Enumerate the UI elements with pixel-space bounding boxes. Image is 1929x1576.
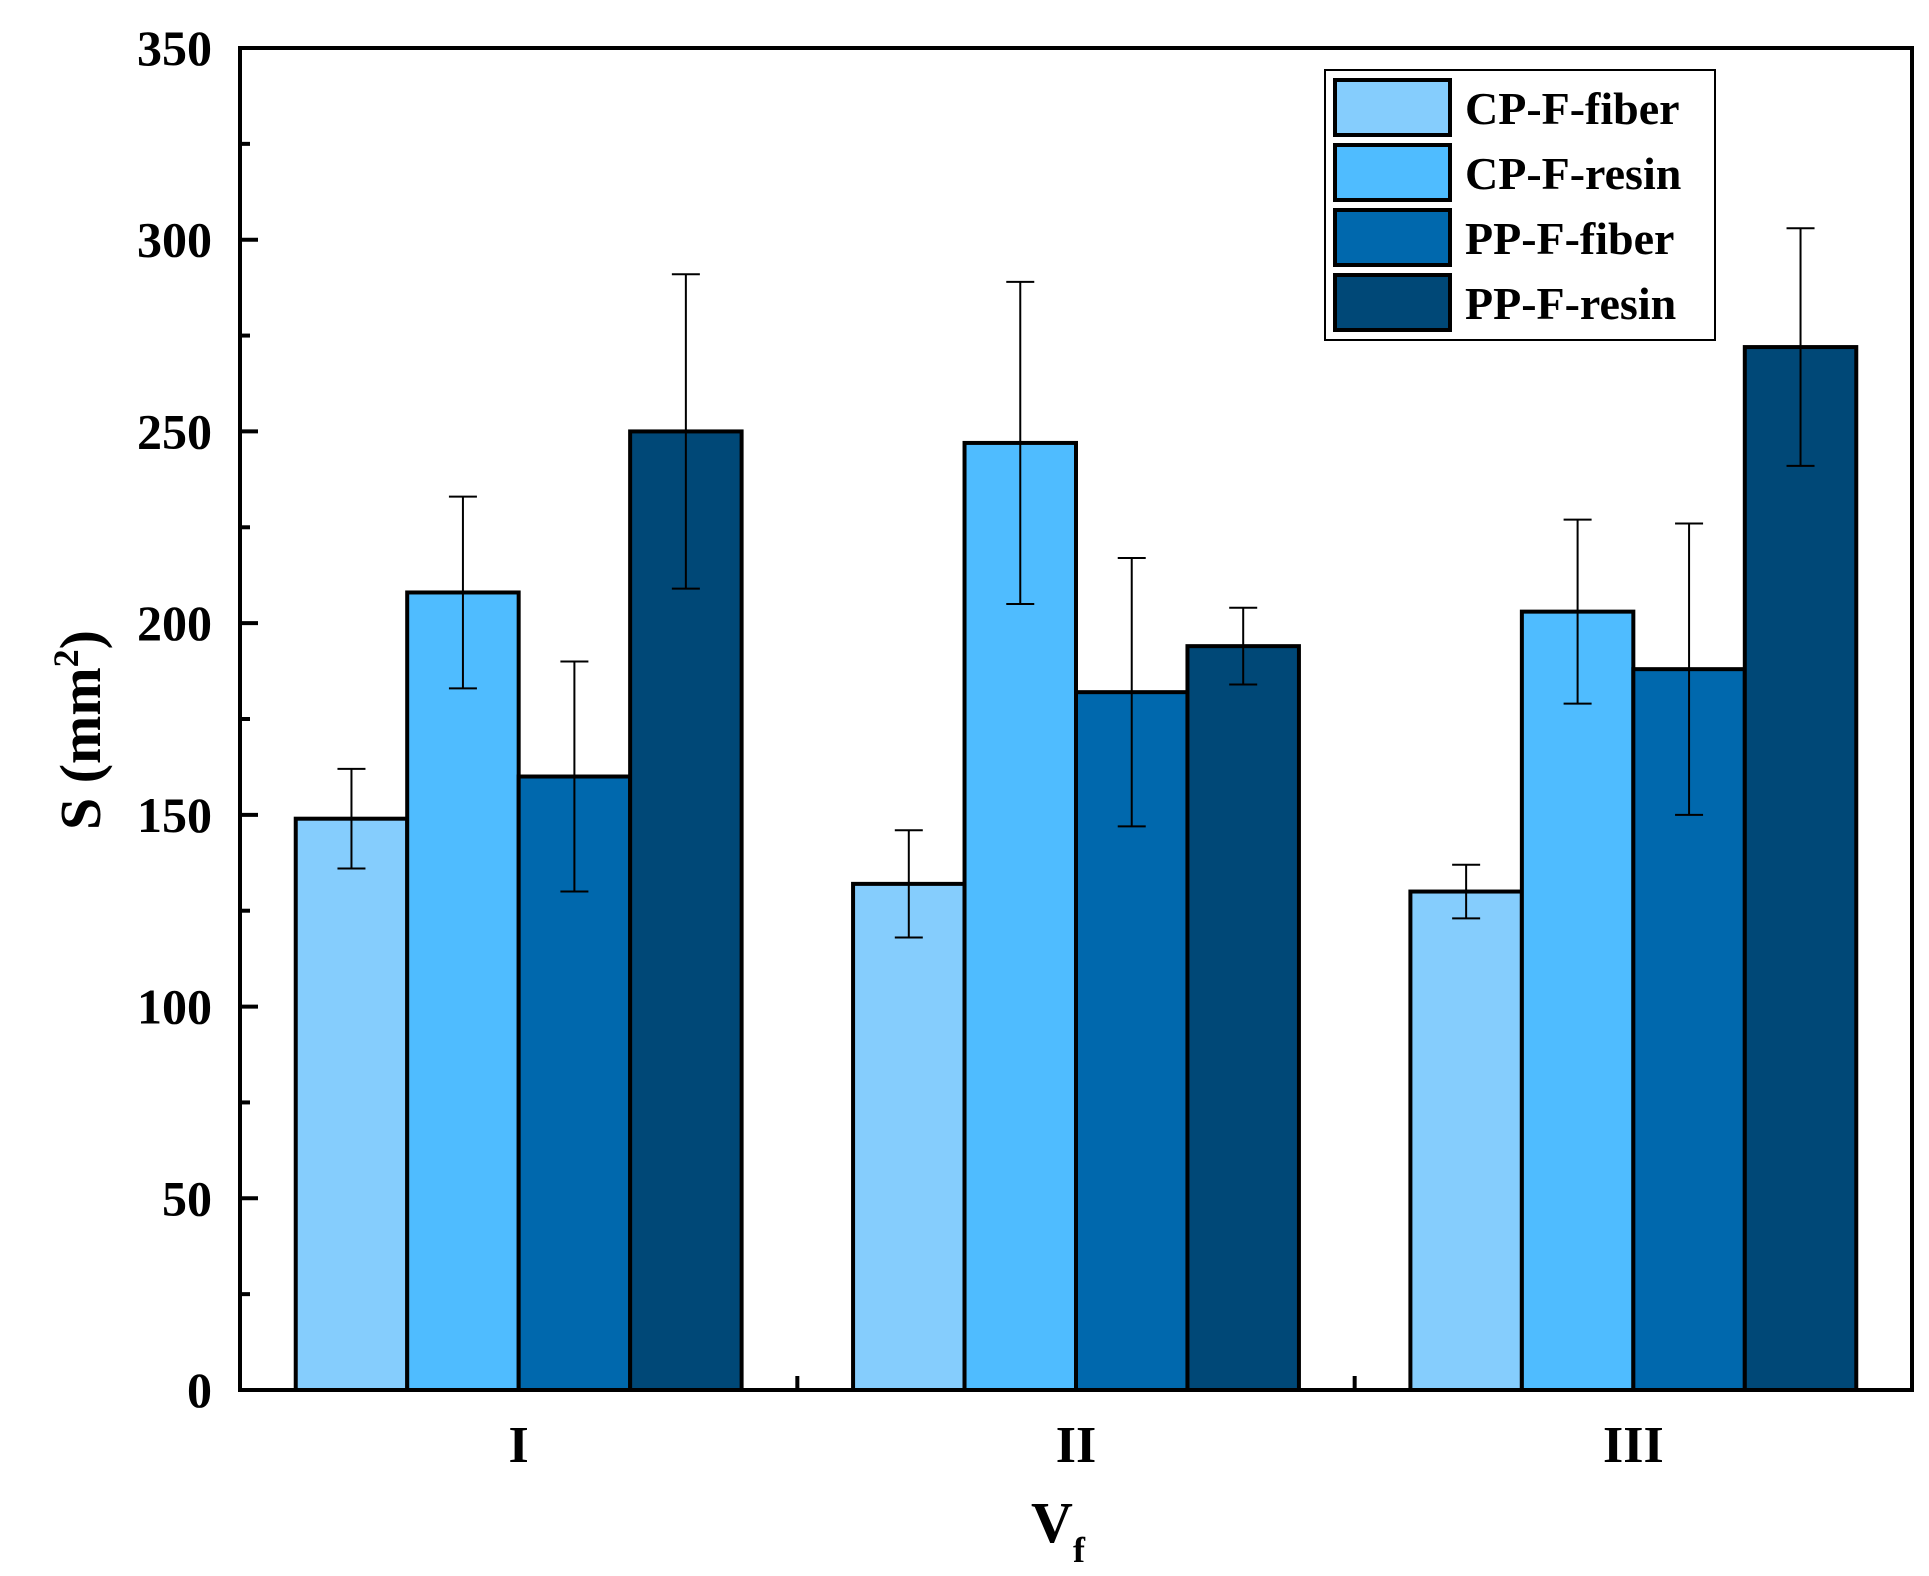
y-axis-title-suffix: ): [48, 630, 113, 649]
y-tick-label: 350: [137, 20, 212, 76]
legend-label: CP-F-resin: [1465, 148, 1681, 199]
bar: [1742, 345, 1859, 1392]
legend-swatch: [1333, 208, 1452, 267]
y-tick-label: 200: [137, 595, 212, 651]
bar: [1408, 889, 1524, 1392]
y-tick-label: 0: [187, 1362, 212, 1418]
x-axis-title-main: V: [1031, 1490, 1073, 1555]
bar: [851, 881, 967, 1392]
y-tick-label: 250: [137, 403, 212, 459]
bar: [1185, 644, 1301, 1392]
y-axis-title-superscript: 2: [46, 649, 86, 667]
x-axis-category-labels: I II III: [509, 1417, 1664, 1474]
legend-label: CP-F-fiber: [1465, 83, 1680, 134]
legend-label: PP-F-fiber: [1465, 213, 1674, 264]
error-bars-group: [337, 227, 1815, 939]
bar-series-group: [293, 345, 1859, 1392]
x-category-label: II: [1056, 1417, 1096, 1474]
x-axis-title: Vf: [1031, 1490, 1086, 1570]
y-tick-label: 50: [162, 1170, 212, 1226]
y-axis-ticks: 0 50 100 150 200 250 300 350: [137, 20, 258, 1418]
x-category-label: I: [509, 1417, 529, 1474]
bar: [293, 816, 410, 1392]
y-axis-title: S (mm2): [46, 630, 113, 830]
y-tick-label: 150: [137, 787, 212, 843]
legend: CP-F-fiber CP-F-resin PP-F-fiber PP-F-resin: [1324, 69, 1716, 341]
legend-swatch: [1333, 273, 1452, 332]
x-category-label: III: [1603, 1417, 1664, 1474]
x-axis-title-subscript: f: [1073, 1530, 1086, 1570]
y-tick-label: 300: [137, 212, 212, 268]
y-tick-label: 100: [137, 979, 212, 1035]
y-axis-title-main: S (mm: [48, 667, 113, 830]
plot-frame: [238, 46, 1914, 1392]
bar: [1519, 609, 1636, 1392]
legend-swatch: [1333, 143, 1452, 202]
bar: [405, 590, 521, 1392]
legend-swatch: [1333, 78, 1452, 137]
legend-label: PP-F-resin: [1465, 278, 1676, 329]
